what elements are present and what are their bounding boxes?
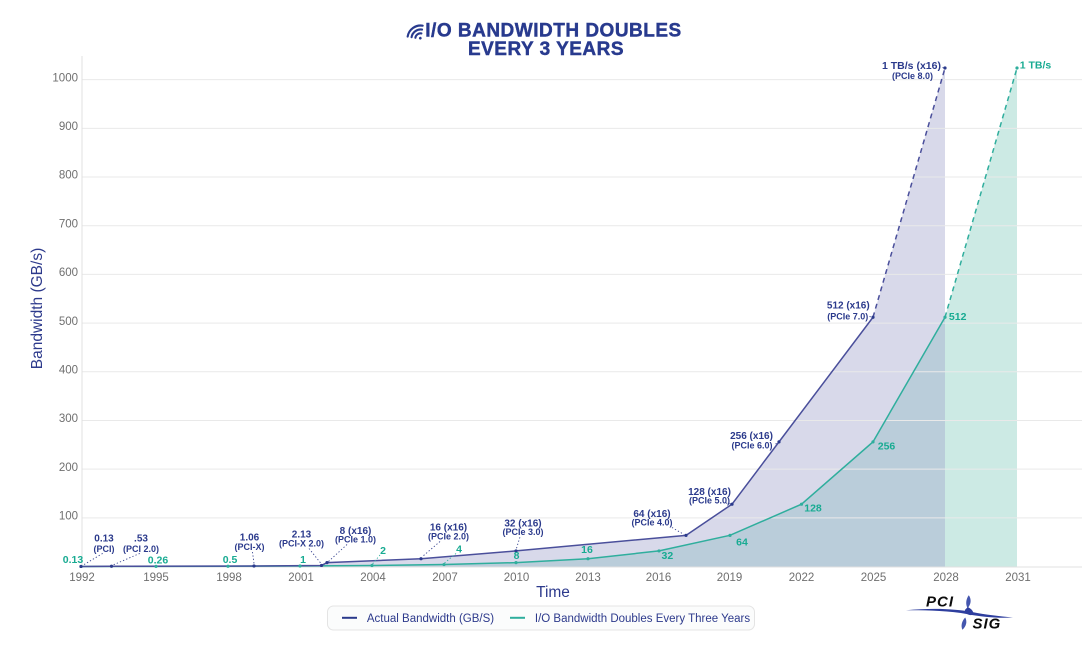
svg-text:4: 4	[456, 543, 462, 555]
svg-text:64: 64	[736, 537, 748, 549]
svg-text:I/O Bandwidth Doubles Every Th: I/O Bandwidth Doubles Every Three Years	[535, 613, 750, 625]
svg-text:2004: 2004	[360, 572, 386, 584]
svg-text:(PCI-X 2.0): (PCI-X 2.0)	[279, 539, 324, 549]
svg-text:32 (x16): 32 (x16)	[504, 519, 541, 530]
svg-text:32: 32	[662, 550, 674, 562]
svg-text:400: 400	[59, 364, 78, 376]
svg-text:Actual Bandwidth (GB/S): Actual Bandwidth (GB/S)	[367, 613, 494, 625]
svg-text:256: 256	[878, 440, 896, 452]
svg-text:(PCIe 6.0): (PCIe 6.0)	[731, 440, 772, 450]
svg-text:2: 2	[380, 545, 386, 557]
svg-text:SIG: SIG	[973, 616, 1002, 633]
svg-text:2016: 2016	[646, 572, 672, 584]
svg-text:2010: 2010	[504, 572, 530, 584]
svg-text:1 TB/s (x16): 1 TB/s (x16)	[882, 60, 941, 72]
svg-text:700: 700	[59, 218, 78, 230]
svg-text:(PCIe 1.0): (PCIe 1.0)	[335, 535, 376, 545]
svg-text:16 (x16): 16 (x16)	[430, 522, 467, 533]
svg-text:2031: 2031	[1005, 572, 1031, 584]
svg-text:(PCI 2.0): (PCI 2.0)	[123, 544, 159, 554]
svg-text:1.06: 1.06	[240, 533, 260, 544]
svg-text:.53: .53	[134, 533, 148, 544]
svg-text:Bandwidth (GB/s): Bandwidth (GB/s)	[29, 248, 46, 369]
svg-text:EVERY 3 YEARS: EVERY 3 YEARS	[468, 39, 624, 60]
svg-text:1000: 1000	[52, 72, 78, 84]
svg-text:0.5: 0.5	[223, 554, 238, 566]
svg-text:0.26: 0.26	[148, 554, 169, 566]
svg-text:256 (x16): 256 (x16)	[730, 431, 773, 442]
svg-text:1: 1	[300, 554, 306, 566]
svg-text:0.13: 0.13	[63, 554, 84, 566]
svg-text:128: 128	[804, 503, 822, 515]
svg-text:2007: 2007	[432, 572, 458, 584]
svg-text:8: 8	[514, 550, 520, 562]
svg-text:512: 512	[949, 311, 967, 323]
svg-text:2025: 2025	[861, 572, 887, 584]
svg-text:PCI: PCI	[926, 594, 954, 611]
svg-text:600: 600	[59, 267, 78, 279]
svg-text:(PCI): (PCI)	[94, 544, 115, 554]
svg-text:(PCI-X): (PCI-X)	[235, 542, 265, 552]
svg-text:100: 100	[59, 511, 78, 523]
svg-text:500: 500	[59, 316, 78, 328]
svg-text:(PCIe 5.0): (PCIe 5.0)	[689, 496, 730, 506]
svg-text:2013: 2013	[575, 572, 601, 584]
svg-text:300: 300	[59, 413, 78, 425]
svg-text:0.13: 0.13	[94, 533, 114, 544]
svg-text:512 (x16): 512 (x16)	[827, 300, 870, 311]
svg-text:I/O BANDWIDTH DOUBLES: I/O BANDWIDTH DOUBLES	[425, 21, 681, 42]
svg-text:64 (x16): 64 (x16)	[633, 509, 670, 520]
svg-text:1992: 1992	[69, 572, 95, 584]
svg-text:2022: 2022	[789, 572, 815, 584]
svg-text:2.13: 2.13	[292, 529, 312, 540]
svg-text:16: 16	[581, 544, 593, 556]
svg-text:(PCIe 4.0): (PCIe 4.0)	[631, 517, 672, 527]
svg-text:2019: 2019	[717, 572, 743, 584]
svg-text:200: 200	[59, 462, 78, 474]
svg-text:128 (x16): 128 (x16)	[688, 487, 731, 498]
svg-text:2028: 2028	[933, 572, 959, 584]
svg-text:(PCIe 8.0): (PCIe 8.0)	[892, 71, 933, 81]
svg-text:1998: 1998	[216, 572, 242, 584]
svg-text:Time: Time	[536, 584, 570, 601]
svg-text:1995: 1995	[143, 572, 169, 584]
svg-text:800: 800	[59, 170, 78, 182]
svg-text:900: 900	[59, 121, 78, 133]
svg-text:1 TB/s: 1 TB/s	[1020, 60, 1052, 72]
svg-text:(PCIe 2.0): (PCIe 2.0)	[428, 532, 469, 542]
svg-text:(PCIe 7.0): (PCIe 7.0)	[827, 312, 868, 322]
svg-text:(PCIe 3.0): (PCIe 3.0)	[502, 527, 543, 537]
svg-text:8 (x16): 8 (x16)	[340, 526, 372, 537]
svg-text:2001: 2001	[288, 572, 314, 584]
